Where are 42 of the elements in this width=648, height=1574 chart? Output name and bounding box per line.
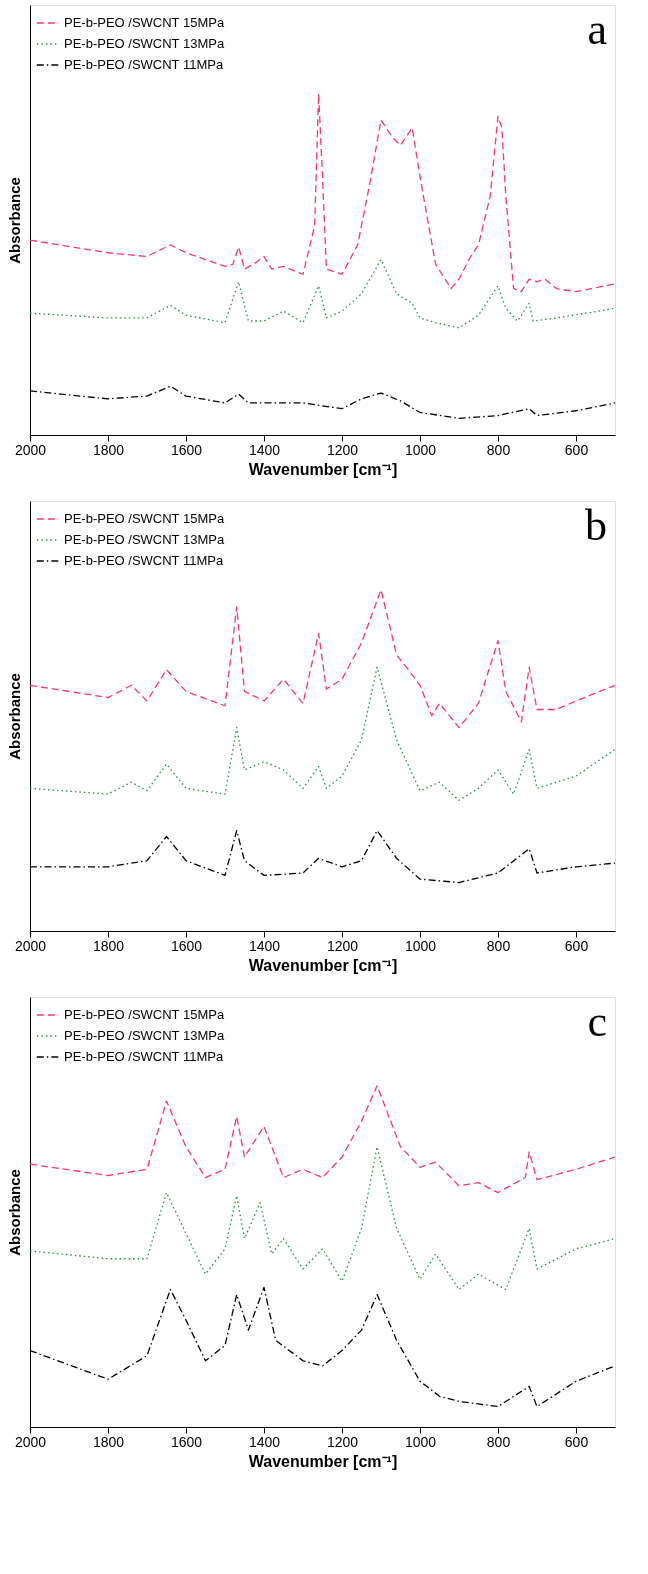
x-tick-label: 1600 [170, 1433, 203, 1450]
x-tick-label: 1400 [248, 441, 281, 458]
x-tick-label: 1200 [326, 1433, 359, 1450]
text: c [587, 997, 607, 1046]
legend-label: PE-b-PEO /SWCNT 13MPa [64, 1028, 225, 1043]
x-tick-label: 1200 [326, 441, 359, 458]
x-tick-label: 1000 [404, 441, 437, 458]
x-tick-label: 2000 [14, 937, 47, 954]
x-tick-label: 600 [564, 1433, 589, 1450]
x-tick-label: 1800 [92, 441, 125, 458]
x-tick-label: 1600 [170, 937, 203, 954]
y-axis-title: Absorbance [5, 673, 23, 760]
y-axis-title: Absorbance [5, 1169, 23, 1256]
x-tick-label: 1000 [404, 1433, 437, 1450]
x-tick-label: 800 [486, 441, 511, 458]
x-tick-label: 1400 [248, 1433, 281, 1450]
legend-label: PE-b-PEO /SWCNT 11MPa [64, 57, 224, 72]
x-tick-label: 1000 [404, 937, 437, 954]
x-axis-title: Wavenumber [cm⁻¹] [248, 956, 398, 974]
x-tick-label: 1400 [248, 937, 281, 954]
x-tick-label: 1600 [170, 441, 203, 458]
x-tick-label: 600 [564, 937, 589, 954]
y-axis-title: Absorbance [5, 177, 23, 264]
x-axis-title: Wavenumber [cm⁻¹] [248, 1452, 398, 1470]
legend-label: PE-b-PEO /SWCNT 11MPa [64, 553, 224, 568]
x-tick-label: 2000 [14, 441, 47, 458]
x-tick-label: 1800 [92, 1433, 125, 1450]
x-tick-label: 800 [486, 937, 511, 954]
text: b [585, 501, 607, 550]
x-tick-label: 800 [486, 1433, 511, 1450]
legend-label: PE-b-PEO /SWCNT 15MPa [64, 1007, 225, 1022]
text: a [587, 5, 607, 54]
legend-label: PE-b-PEO /SWCNT 15MPa [64, 15, 225, 30]
legend-label: PE-b-PEO /SWCNT 11MPa [64, 1049, 224, 1064]
legend-label: PE-b-PEO /SWCNT 15MPa [64, 511, 225, 526]
x-axis-title: Wavenumber [cm⁻¹] [248, 460, 398, 478]
x-tick-label: 1800 [92, 937, 125, 954]
x-tick-label: 1200 [326, 937, 359, 954]
legend-label: PE-b-PEO /SWCNT 13MPa [64, 36, 225, 51]
x-tick-label: 2000 [14, 1433, 47, 1450]
x-tick-label: 600 [564, 441, 589, 458]
legend-label: PE-b-PEO /SWCNT 13MPa [64, 532, 225, 547]
